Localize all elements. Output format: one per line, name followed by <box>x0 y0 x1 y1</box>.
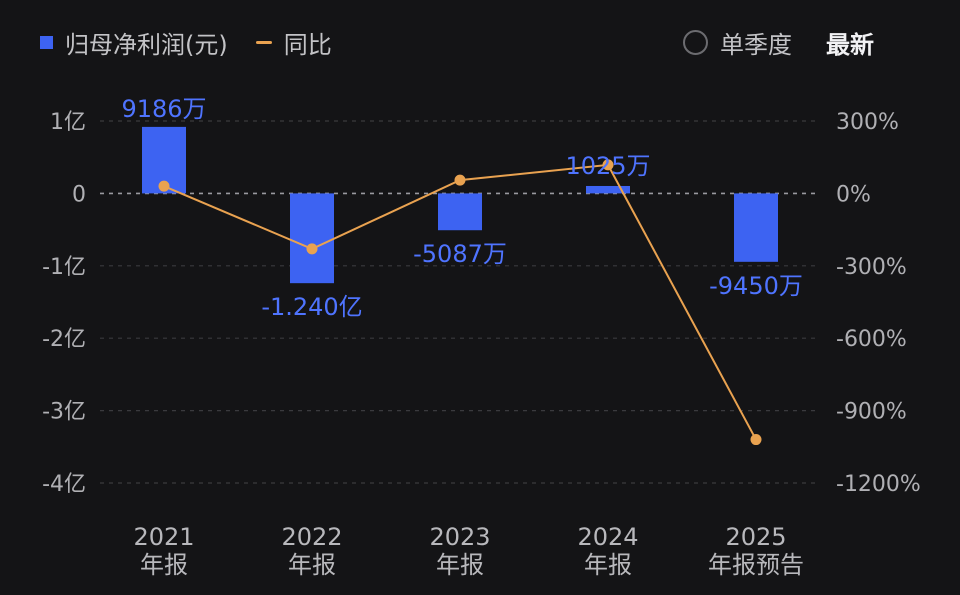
quarterly-radio-icon[interactable] <box>683 29 708 55</box>
yoy-point <box>306 243 318 255</box>
left-axis-tick-label: 0 <box>72 182 86 207</box>
left-axis-tick-label: -1亿 <box>42 255 86 280</box>
quarterly-toggle-label[interactable]: 单季度 <box>720 30 792 59</box>
bar <box>438 193 482 231</box>
bar-data-label: 1025万 <box>565 152 650 180</box>
latest-button[interactable]: 最新 <box>826 30 874 59</box>
bar <box>734 193 778 262</box>
x-axis-tick-label: 2021 年报 <box>133 523 194 579</box>
yoy-point <box>454 174 466 186</box>
right-axis-tick-label: -300% <box>836 255 907 280</box>
legend-label-profit: 归母净利润(元) <box>65 30 228 59</box>
yoy-point <box>158 180 170 192</box>
legend: 归母净利润(元) 同比 <box>40 22 360 62</box>
x-axis-tick-label: 2022 年报 <box>281 523 342 579</box>
bar-data-label: -9450万 <box>709 272 803 300</box>
bar-data-label: -1.240亿 <box>261 293 362 321</box>
bar-data-label: -5087万 <box>413 240 507 268</box>
yoy-point <box>750 434 762 446</box>
bar <box>586 185 630 194</box>
legend-item-profit[interactable]: 归母净利润(元) <box>40 25 228 60</box>
right-axis-tick-label: 300% <box>836 110 899 135</box>
right-axis-tick-label: 0% <box>836 182 871 207</box>
left-axis-tick-label: -2亿 <box>42 327 86 352</box>
bar-swatch-icon <box>40 35 53 49</box>
x-axis-tick-label: 2025 年报预告 <box>708 523 804 579</box>
yoy-point <box>602 159 614 171</box>
chart-controls: 单季度 最新 <box>683 22 874 62</box>
line-swatch-icon <box>255 40 272 44</box>
legend-label-yoy: 同比 <box>283 30 332 59</box>
left-axis-tick-label: 1亿 <box>50 110 86 135</box>
left-axis-tick-label: -3亿 <box>42 400 86 425</box>
x-axis-tick-label: 2024 年报 <box>577 523 638 579</box>
right-axis-tick-label: -600% <box>836 327 907 352</box>
legend-item-yoy[interactable]: 同比 <box>255 25 332 60</box>
bar-data-label: 9186万 <box>121 95 206 123</box>
x-axis-tick-label: 2023 年报 <box>429 523 490 579</box>
left-axis-tick-label: -4亿 <box>42 472 86 497</box>
bar <box>290 193 334 284</box>
right-axis-tick-label: -1200% <box>836 472 921 497</box>
right-axis-tick-label: -900% <box>836 400 907 425</box>
